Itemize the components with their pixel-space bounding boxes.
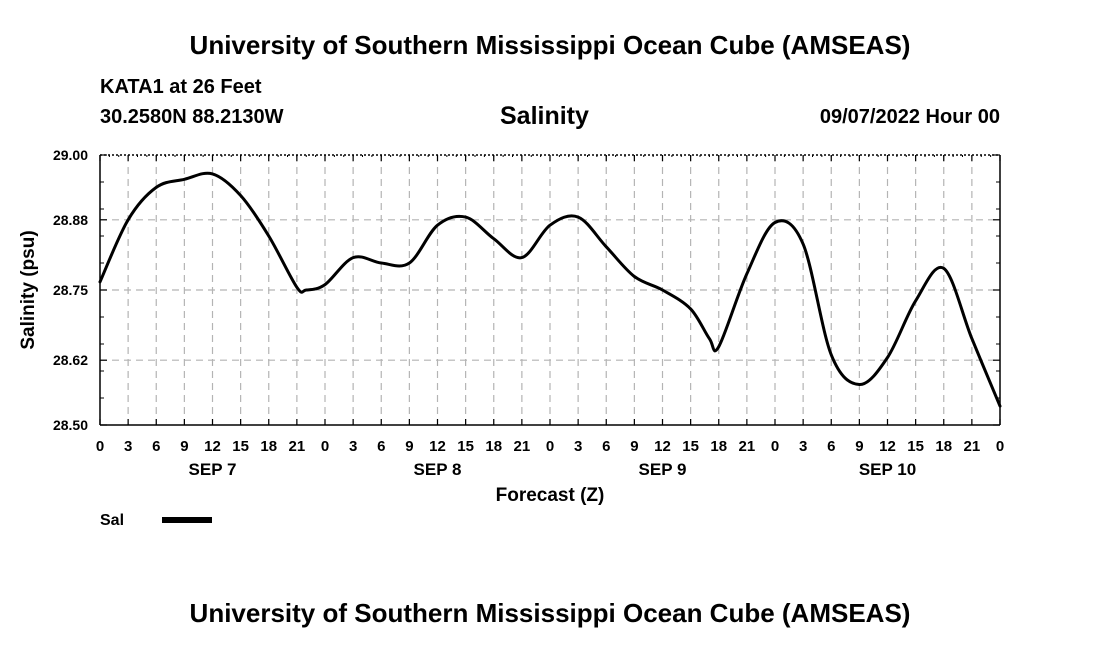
x-tick-label: 18 [710, 438, 727, 455]
date-label: SEP 7 [189, 460, 237, 479]
x-tick-label: 15 [232, 438, 249, 455]
x-tick-label: 9 [405, 438, 413, 455]
y-axis-title: Salinity (psu) [18, 230, 39, 349]
x-tick-label: 21 [964, 438, 981, 455]
x-tick-label: 0 [996, 438, 1004, 455]
x-tick-label: 0 [96, 438, 104, 455]
legend-label: Sal [100, 512, 124, 529]
y-tick-label: 28.75 [53, 282, 88, 298]
issue-datetime: 09/07/2022 Hour 00 [819, 106, 1000, 128]
y-tick-label: 29.00 [53, 147, 88, 163]
station-coordinates: 30.2580N 88.2130W [100, 106, 284, 128]
y-tick-label: 28.62 [53, 352, 88, 368]
y-tick-label: 28.88 [53, 212, 88, 228]
x-axis-title: Forecast (Z) [496, 485, 605, 506]
date-label: SEP 8 [414, 460, 462, 479]
x-tick-label: 3 [124, 438, 132, 455]
x-tick-label: 0 [771, 438, 779, 455]
x-tick-label: 6 [377, 438, 385, 455]
x-tick-label: 3 [574, 438, 582, 455]
parameter-title: Salinity [500, 102, 589, 130]
x-tick-label: 9 [630, 438, 638, 455]
x-tick-label: 15 [907, 438, 924, 455]
date-label: SEP 10 [859, 460, 916, 479]
x-tick-label: 15 [457, 438, 474, 455]
chart-title: University of Southern Mississippi Ocean… [189, 30, 911, 60]
footer-title: University of Southern Mississippi Ocean… [189, 598, 911, 628]
x-tick-label: 15 [682, 438, 699, 455]
y-tick-label: 28.50 [53, 417, 88, 433]
x-tick-label: 6 [152, 438, 160, 455]
x-tick-label: 9 [180, 438, 188, 455]
x-tick-label: 18 [935, 438, 952, 455]
x-tick-label: 0 [546, 438, 554, 455]
x-tick-label: 18 [260, 438, 277, 455]
x-tick-label: 12 [879, 438, 896, 455]
x-tick-label: 18 [485, 438, 502, 455]
x-tick-label: 0 [321, 438, 329, 455]
x-tick-label: 21 [739, 438, 756, 455]
x-tick-label: 21 [289, 438, 306, 455]
x-tick-label: 3 [799, 438, 807, 455]
x-tick-label: 21 [514, 438, 531, 455]
x-tick-label: 6 [827, 438, 835, 455]
series-line-sal [98, 171, 1002, 408]
date-label: SEP 9 [639, 460, 687, 479]
x-tick-label: 9 [855, 438, 863, 455]
x-tick-label: 12 [654, 438, 671, 455]
x-tick-label: 12 [429, 438, 446, 455]
x-tick-label: 6 [602, 438, 610, 455]
x-tick-label: 12 [204, 438, 221, 455]
x-tick-label: 3 [349, 438, 357, 455]
station-name: KATA1 at 26 Feet [100, 76, 262, 98]
